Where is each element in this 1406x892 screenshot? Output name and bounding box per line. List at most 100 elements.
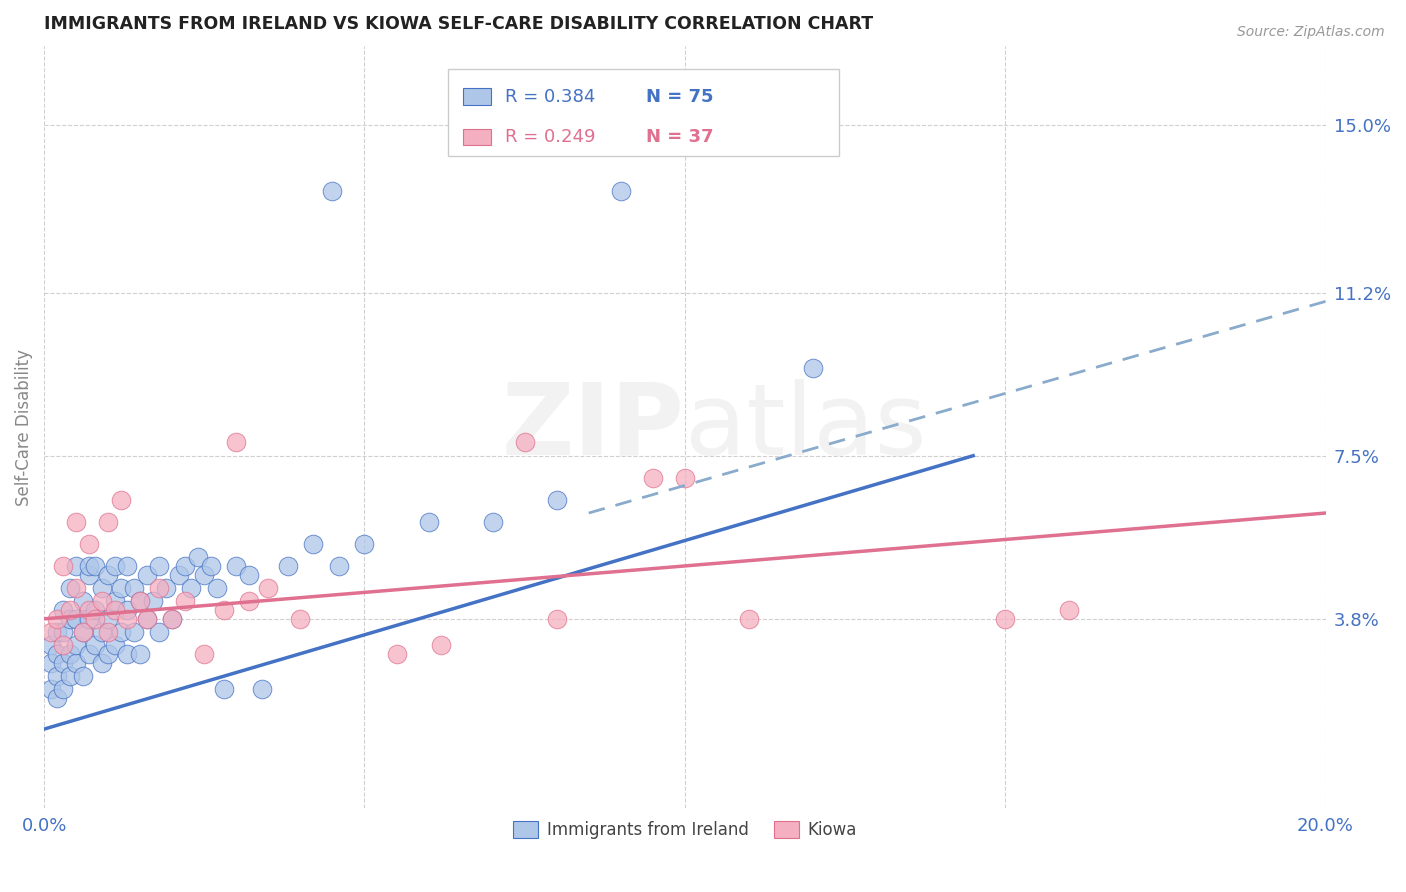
Point: [84, 558, 107, 573]
Text: Source: ZipAtlas.com: Source: ZipAtlas.com: [1237, 25, 1385, 39]
Point: [187, 550, 209, 565]
Point: [45, 647, 67, 661]
Point: [77, 612, 100, 626]
Point: [45, 612, 67, 626]
Point: [72, 625, 94, 640]
Point: [212, 603, 235, 617]
Point: [77, 558, 100, 573]
Point: [65, 656, 87, 670]
Point: [84, 638, 107, 652]
Point: [994, 612, 1017, 626]
Point: [72, 625, 94, 640]
Point: [97, 625, 120, 640]
Point: [180, 581, 202, 595]
Point: [122, 581, 145, 595]
Point: [193, 567, 215, 582]
Point: [77, 647, 100, 661]
Point: [238, 594, 260, 608]
Legend: Immigrants from Ireland, Kiowa: Immigrants from Ireland, Kiowa: [506, 814, 863, 846]
Point: [277, 558, 299, 573]
Point: [59, 603, 82, 617]
Point: [148, 581, 170, 595]
Point: [104, 603, 127, 617]
Point: [110, 492, 132, 507]
Point: [65, 558, 87, 573]
Point: [59, 612, 82, 626]
Point: [59, 669, 82, 683]
Text: N = 75: N = 75: [647, 87, 714, 105]
Point: [129, 647, 152, 661]
Point: [129, 594, 152, 608]
Point: [84, 603, 107, 617]
Point: [321, 184, 343, 198]
Point: [167, 567, 190, 582]
Point: [97, 612, 120, 626]
Point: [129, 594, 152, 608]
Point: [673, 471, 696, 485]
Point: [72, 594, 94, 608]
Point: [155, 581, 177, 595]
Point: [200, 558, 222, 573]
Point: [110, 581, 132, 595]
Point: [39, 638, 62, 652]
Text: atlas: atlas: [685, 378, 927, 475]
Y-axis label: Self-Care Disability: Self-Care Disability: [15, 349, 32, 506]
Point: [142, 594, 165, 608]
Point: [801, 360, 824, 375]
Point: [162, 612, 184, 626]
Point: [39, 625, 62, 640]
Point: [174, 594, 197, 608]
Point: [302, 537, 325, 551]
Point: [257, 581, 280, 595]
Point: [738, 612, 761, 626]
Point: [610, 184, 633, 198]
Point: [104, 594, 127, 608]
Point: [546, 492, 568, 507]
Point: [481, 515, 503, 529]
Point: [162, 612, 184, 626]
Point: [148, 558, 170, 573]
Point: [65, 638, 87, 652]
FancyBboxPatch shape: [447, 69, 838, 156]
Point: [238, 567, 260, 582]
Point: [97, 567, 120, 582]
Point: [97, 647, 120, 661]
Point: [225, 435, 247, 450]
Point: [52, 603, 75, 617]
Point: [90, 656, 112, 670]
Point: [90, 581, 112, 595]
Text: Immigrants from Ireland: Immigrants from Ireland: [717, 96, 734, 97]
Point: [104, 558, 127, 573]
Point: [250, 682, 273, 697]
Point: [148, 625, 170, 640]
Point: [77, 537, 100, 551]
Point: [52, 625, 75, 640]
Point: [45, 691, 67, 706]
FancyBboxPatch shape: [463, 88, 491, 105]
Point: [117, 558, 139, 573]
Text: N = 37: N = 37: [647, 128, 714, 146]
Point: [430, 638, 453, 652]
Point: [65, 612, 87, 626]
Point: [39, 656, 62, 670]
Point: [353, 537, 375, 551]
Point: [45, 625, 67, 640]
Point: [212, 682, 235, 697]
Point: [513, 435, 536, 450]
Point: [59, 647, 82, 661]
Point: [225, 558, 247, 573]
Point: [77, 603, 100, 617]
Point: [110, 625, 132, 640]
Point: [65, 581, 87, 595]
Point: [84, 612, 107, 626]
FancyBboxPatch shape: [463, 128, 491, 145]
Point: [72, 669, 94, 683]
Point: [65, 515, 87, 529]
Point: [385, 647, 408, 661]
Point: [52, 638, 75, 652]
Point: [1057, 603, 1080, 617]
Point: [135, 612, 157, 626]
Point: [174, 558, 197, 573]
Point: [117, 603, 139, 617]
Point: [135, 612, 157, 626]
